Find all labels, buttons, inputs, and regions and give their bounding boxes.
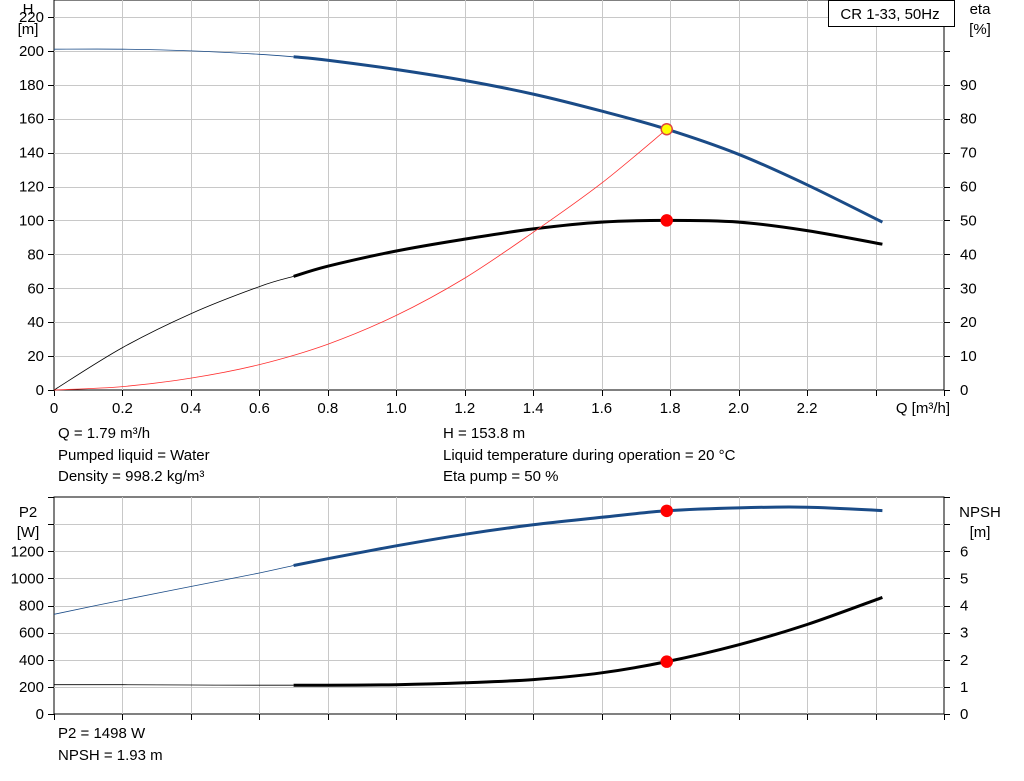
y-tick-label-left: 800 — [19, 598, 44, 615]
y-axis-label-left: H — [23, 1, 34, 18]
y-tick-label-left: 600 — [19, 625, 44, 642]
x-tick-label: 0.4 — [180, 400, 201, 417]
y-axis-label-right: [%] — [969, 21, 991, 38]
y-tick-label-left: 200 — [19, 43, 44, 60]
y-tick-label-left: 400 — [19, 652, 44, 669]
x-tick-label: 0.2 — [112, 400, 133, 417]
y-tick-label-left: 0 — [36, 382, 44, 399]
y-tick-label-right: 50 — [960, 212, 977, 229]
y-axis-label-right: NPSH — [959, 504, 1001, 521]
y-tick-label-left: 60 — [27, 280, 44, 297]
y-tick-label-right: 90 — [960, 77, 977, 94]
series-line-1-0-extended — [53, 565, 294, 615]
info-npsh: NPSH = 1.93 m — [58, 747, 163, 764]
y-tick-label-right: 10 — [960, 348, 977, 365]
x-tick-label: 1.0 — [386, 400, 407, 417]
x-tick-label: 1.2 — [454, 400, 475, 417]
info-h: H = 153.8 m — [443, 425, 526, 442]
y-tick-label-right: 40 — [960, 246, 977, 263]
operating-point-marker — [660, 504, 673, 518]
y-tick-label-right: 80 — [960, 111, 977, 128]
y-axis-label-right: [m] — [970, 524, 991, 541]
operating-point-marker — [660, 214, 673, 227]
chart-title-box — [828, 0, 955, 27]
y-axis-label-left: [W] — [17, 524, 40, 541]
y-tick-label-right: 6 — [960, 543, 968, 560]
y-tick-label-left: 0 — [36, 706, 44, 723]
info-eta: Eta pump = 50 % — [443, 468, 559, 485]
operating-point-marker — [660, 122, 673, 136]
y-tick-label-left: 100 — [19, 212, 44, 229]
plot-frame-1 — [53, 496, 945, 715]
x-tick-label: 0.6 — [249, 400, 270, 417]
series-line-1-1-extended — [54, 684, 294, 686]
series-line-0-0 — [293, 55, 884, 224]
x-tick-label: 0.8 — [317, 400, 338, 417]
y-tick-label-right: 4 — [960, 598, 968, 615]
y-tick-label-right: 0 — [960, 382, 968, 399]
y-tick-label-right: 20 — [960, 314, 977, 331]
y-tick-label-left: 80 — [27, 246, 44, 263]
y-tick-label-right: 70 — [960, 145, 977, 162]
series-line-1-0 — [293, 505, 883, 567]
y-tick-label-left: 220 — [19, 9, 44, 26]
y-axis-label-right: eta — [970, 1, 992, 18]
y-tick-label-right: 60 — [960, 179, 977, 196]
y-tick-label-left: 180 — [19, 77, 44, 94]
info-liquid: Pumped liquid = Water — [58, 447, 210, 464]
y-tick-label-left: 140 — [19, 145, 44, 162]
x-axis-label: Q [m³/h] — [896, 400, 950, 417]
x-tick-label: 1.8 — [660, 400, 681, 417]
y-tick-label-left: 120 — [19, 179, 44, 196]
y-tick-label-left: 40 — [27, 314, 44, 331]
y-tick-label-right: 30 — [960, 280, 977, 297]
y-tick-label-left: 160 — [19, 111, 44, 128]
y-axis-label-left: [m] — [18, 21, 39, 38]
series-line-0-1 — [293, 218, 883, 278]
y-tick-label-left: 200 — [19, 679, 44, 696]
series-line-1-1 — [293, 595, 883, 687]
y-tick-label-left: 20 — [27, 348, 44, 365]
y-tick-label-right: 5 — [960, 570, 968, 587]
info-q: Q = 1.79 m³/h — [58, 425, 151, 442]
x-tick-label: 2.2 — [797, 400, 818, 417]
y-tick-label-left: 1000 — [11, 570, 44, 587]
y-tick-label-right: 0 — [960, 706, 968, 723]
x-tick-label: 1.6 — [591, 400, 612, 417]
info-density: Density = 998.2 kg/m³ — [58, 468, 205, 485]
y-tick-label-right: 3 — [960, 625, 968, 642]
info-p2: P2 = 1498 W — [58, 725, 146, 742]
chart-title: CR 1-33, 50Hz — [840, 6, 939, 23]
series-line-0-2 — [53, 128, 667, 391]
x-tick-label: 2.0 — [728, 400, 749, 417]
x-tick-label: 0 — [50, 400, 58, 417]
y-tick-label-left: 1200 — [11, 543, 44, 560]
y-tick-label-right: 1 — [960, 679, 968, 696]
series-line-0-1-extended — [53, 276, 294, 391]
x-tick-label: 1.4 — [523, 400, 544, 417]
series-line-0-0-extended — [53, 48, 294, 58]
y-axis-label-left: P2 — [19, 504, 37, 521]
plot-frame-0 — [53, 0, 945, 391]
operating-point-marker — [660, 655, 673, 668]
y-tick-label-right: 2 — [960, 652, 968, 669]
info-temp: Liquid temperature during operation = 20… — [443, 447, 736, 464]
